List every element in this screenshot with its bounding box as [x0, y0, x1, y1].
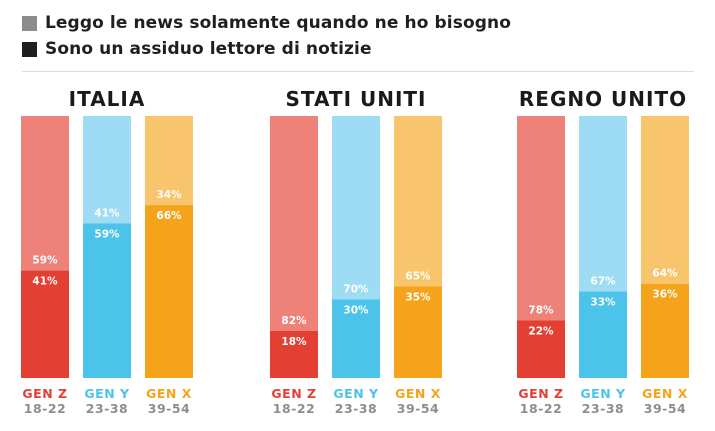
legend-item-bisogno: Leggo le news solamente quando ne ho bis…	[22, 10, 511, 36]
bar-segment-bisogno	[21, 116, 69, 271]
data-label-bisogno: 67%	[590, 276, 616, 288]
age-range-label: 18-22	[520, 401, 562, 416]
data-label-assiduo: 41%	[32, 276, 58, 288]
data-label-assiduo: 35%	[405, 291, 431, 303]
legend-swatch-gray	[22, 15, 37, 31]
age-range-label: 18-22	[273, 401, 315, 416]
data-label-bisogno: 41%	[94, 207, 120, 219]
generation-label: GEN X	[642, 386, 688, 401]
legend-label-assiduo: Sono un assiduo lettore di notizie	[45, 39, 372, 59]
legend-divider	[22, 71, 694, 72]
bar-segment-assiduo	[21, 270, 69, 378]
bar-segment-assiduo	[332, 299, 380, 378]
data-label-bisogno: 34%	[156, 189, 182, 201]
bar-segment-bisogno	[332, 116, 380, 300]
data-label-bisogno: 78%	[528, 304, 554, 316]
age-range-label: 39-54	[644, 401, 686, 416]
generation-label: GEN Z	[518, 386, 563, 401]
age-range-label: 39-54	[397, 401, 439, 416]
bar-segment-assiduo	[145, 205, 193, 378]
generation-label: GEN Y	[333, 386, 379, 401]
group-title: ITALIA	[69, 87, 146, 111]
legend-swatch-black	[22, 41, 37, 57]
data-label-assiduo: 22%	[528, 325, 554, 337]
bar-segment-assiduo	[270, 330, 318, 378]
age-range-label: 23-38	[582, 401, 624, 416]
generation-label: GEN Y	[580, 386, 626, 401]
generation-label: GEN Y	[84, 386, 130, 401]
legend-label-bisogno: Leggo le news solamente quando ne ho bis…	[45, 13, 511, 33]
legend-item-assiduo: Sono un assiduo lettore di notizie	[22, 36, 511, 62]
generation-label: GEN Z	[271, 386, 316, 401]
bar-segment-bisogno	[394, 116, 442, 287]
age-range-label: 39-54	[148, 401, 190, 416]
data-label-bisogno: 65%	[405, 270, 431, 282]
generation-label: GEN X	[395, 386, 441, 401]
data-label-bisogno: 82%	[281, 315, 307, 327]
bar-segment-assiduo	[83, 223, 131, 378]
data-label-bisogno: 59%	[32, 255, 58, 267]
data-label-assiduo: 59%	[94, 228, 120, 240]
data-label-bisogno: 70%	[343, 283, 369, 295]
bar-segment-bisogno	[145, 116, 193, 206]
group-title: STATI UNITI	[286, 87, 427, 111]
data-label-assiduo: 33%	[590, 297, 616, 309]
generation-label: GEN X	[146, 386, 192, 401]
bar-segment-bisogno	[641, 116, 689, 284]
bar-segment-bisogno	[83, 116, 131, 224]
generation-label: GEN Z	[22, 386, 67, 401]
bar-segment-bisogno	[579, 116, 627, 292]
bar-segment-assiduo	[641, 283, 689, 378]
data-label-assiduo: 36%	[652, 289, 678, 301]
bar-segment-bisogno	[517, 116, 565, 321]
group-title: REGNO UNITO	[519, 87, 687, 111]
data-label-assiduo: 18%	[281, 336, 307, 348]
age-range-label: 23-38	[86, 401, 128, 416]
bar-segment-assiduo	[579, 291, 627, 378]
bar-segment-assiduo	[394, 286, 442, 378]
age-range-label: 18-22	[24, 401, 66, 416]
bar-segment-assiduo	[517, 320, 565, 378]
data-label-assiduo: 30%	[343, 304, 369, 316]
data-label-bisogno: 64%	[652, 268, 678, 280]
age-range-label: 23-38	[335, 401, 377, 416]
data-label-assiduo: 66%	[156, 210, 182, 222]
bar-segment-bisogno	[270, 116, 318, 331]
legend: Leggo le news solamente quando ne ho bis…	[22, 10, 511, 62]
